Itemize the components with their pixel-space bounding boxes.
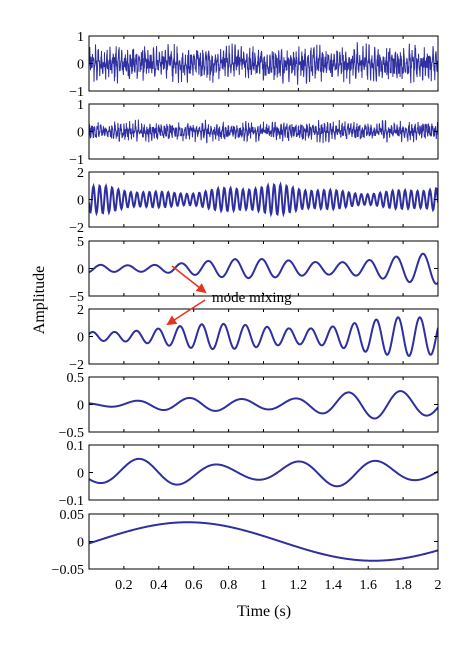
x-tick-label: 0.4	[150, 578, 168, 593]
panel-frame-7	[88, 444, 439, 501]
mode-mixing-annotation: mode mixing	[166, 265, 292, 326]
y-tick-label: −2	[69, 221, 84, 236]
y-tick-label: 1	[77, 98, 84, 113]
y-tick-label: 0	[77, 399, 84, 414]
y-axis-label: Amplitude	[31, 266, 48, 334]
y-tick-label: 0	[77, 194, 84, 209]
panel-3: 2 0 −2	[69, 166, 439, 236]
y-tick-label: 0	[77, 58, 84, 73]
y-tick-label: −0.5	[59, 426, 84, 441]
panel-frame-6	[88, 376, 439, 433]
panel-5: 2 0 −2	[69, 303, 439, 373]
x-tick-label: 1.6	[359, 578, 377, 593]
y-tick-label: 0	[77, 126, 84, 141]
y-tick-label: 0.1	[67, 439, 85, 454]
panel-8: 0.05 0 −0.05	[52, 508, 439, 578]
y-tick-label: −1	[69, 85, 84, 100]
y-tick-label: 2	[77, 166, 84, 181]
y-tick-label: −0.05	[52, 563, 84, 578]
series-line-4	[89, 252, 438, 285]
y-tick-label: −0.1	[59, 494, 84, 509]
y-tick-label: 1	[77, 30, 84, 45]
x-tick-label: 0.8	[220, 578, 238, 593]
y-tick-label: −1	[69, 153, 84, 168]
x-tick-label: 1	[260, 578, 267, 593]
annotation-arrow-lower	[166, 299, 206, 326]
series-line-8	[89, 521, 438, 562]
series-line-5	[89, 316, 438, 358]
series-line-6	[89, 390, 438, 420]
panels: 10−110−120−250−520−20.50−0.50.10−0.10.05…	[52, 30, 439, 578]
annotation-text: mode mixing	[212, 290, 292, 306]
x-tick-label: 0.2	[115, 578, 133, 593]
x-tick-label: 1.8	[394, 578, 412, 593]
panel-2: 1 0 −1	[69, 98, 439, 168]
x-tick-label: 2	[435, 578, 442, 593]
x-axis: 0.2 0.4 0.6 0.8 1 1.2 1.4 1.6 1.8 2	[115, 578, 441, 593]
series-line-1	[89, 42, 438, 85]
y-tick-label: 0	[77, 331, 84, 346]
x-axis-label: Time (s)	[237, 603, 291, 620]
y-tick-label: 0	[77, 467, 84, 482]
panel-4: 5 0 −5	[69, 235, 439, 305]
panel-6: 0.5 0 −0.5	[59, 371, 439, 441]
x-tick-label: 0.6	[185, 578, 203, 593]
y-tick-label: 0.05	[60, 508, 85, 523]
panel-frame-4	[88, 240, 439, 297]
series-line-3	[89, 181, 438, 218]
panel-7: 0.1 0 −0.1	[59, 439, 439, 509]
annotation-arrow-upper	[171, 265, 207, 294]
y-tick-label: −2	[69, 358, 84, 373]
y-tick-label: 2	[77, 303, 84, 318]
series-line-2	[89, 119, 438, 144]
panel-1: 1 0 −1	[69, 30, 439, 100]
x-tick-label: 1.4	[325, 578, 343, 593]
y-tick-label: 5	[77, 235, 84, 250]
y-tick-label: −5	[69, 290, 84, 305]
y-tick-label: 0	[77, 263, 84, 278]
y-tick-label: 0	[77, 536, 84, 551]
y-tick-label: 0.5	[67, 371, 85, 386]
x-tick-label: 1.2	[290, 578, 308, 593]
series-line-7	[89, 457, 438, 488]
